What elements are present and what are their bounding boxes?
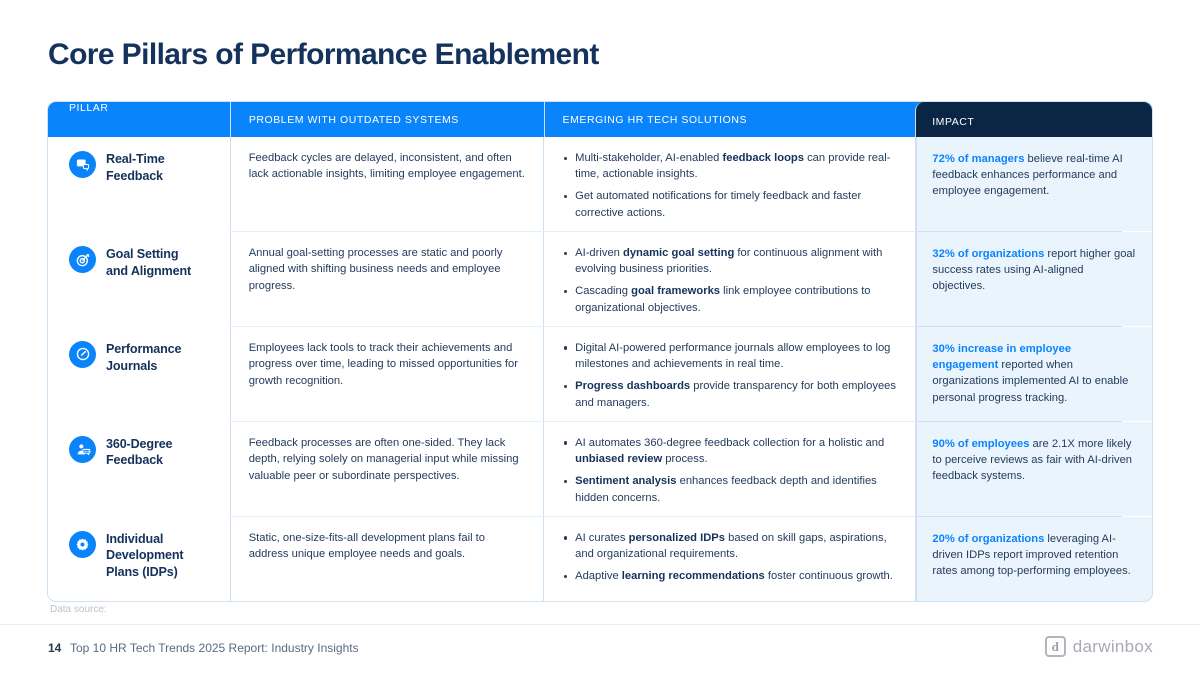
data-source-label: Data source: [50,604,107,615]
brand-logo: d darwinbox [1044,636,1153,657]
solution-item: Progress dashboards provide transparency… [562,378,899,410]
impact-row-divider [917,516,1122,517]
pillar-name: Goal Setting and Alignment [106,247,192,278]
row-divider [230,420,917,422]
column-header-problem: PROBLEM WITH OUTDATED SYSTEMS [229,102,544,137]
page-number: 14 [48,641,62,655]
table-row: Goal Setting and Alignment Annual goal-set… [48,232,1152,326]
pillars-table: PILLAR PROBLEM WITH OUTDATED SYSTEMS EME… [47,101,1153,602]
brand-name: darwinbox [1072,636,1153,656]
solutions-list: AI curates personalized IDPs based on sk… [562,530,899,585]
solutions-list: Digital AI-powered performance journals … [562,340,899,411]
solutions-list: Multi-stakeholder, AI-enabled feedback l… [562,150,899,221]
column-header-pillar: PILLAR [69,102,109,114]
solution-item: AI automates 360-degree feedback collect… [562,435,899,467]
table-body: Real-Time Feedback Feedback cycles are del… [48,137,1152,601]
pillar-cell: Performance Journals [48,327,230,421]
table-row: Individual Development Plans (IDPs) Static,… [48,516,1152,601]
pillar-name: Performance Journals [106,341,182,373]
pillar-cell: Real-Time Feedback [48,137,230,231]
impact-cell: 72% of managers believe real-time AI fee… [915,137,1152,231]
problem-cell: Static, one-size-fits-all development pl… [229,516,543,601]
problem-text: Employees lack tools to track their achi… [248,341,518,387]
impact-column-border [916,137,917,601]
problem-cell: Feedback processes are often one-sided. … [229,421,543,516]
impact-cell: 32% of organizations report higher goal … [915,232,1152,326]
solutions-cell: AI curates personalized IDPs based on sk… [543,516,915,601]
footer-divider [0,624,1200,625]
problem-text: Static, one-size-fits-all development pl… [248,531,485,561]
page-title: Core Pillars of Performance Enablement [48,38,599,71]
impact-cell: 90% of employees are 2.1X more likely to… [915,421,1152,516]
solution-item: Digital AI-powered performance journals … [562,340,899,372]
settings-gear-icon [69,530,96,558]
solutions-list: AI-driven dynamic goal setting for conti… [562,245,899,316]
solutions-cell: AI-driven dynamic goal setting for conti… [543,232,915,326]
row-divider [230,231,917,232]
problem-text: Feedback processes are often one-sided. … [248,436,519,482]
solution-item: AI curates personalized IDPs based on sk… [562,530,899,562]
solutions-cell: AI automates 360-degree feedback collect… [543,421,915,516]
solutions-list: AI automates 360-degree feedback collect… [562,435,899,506]
table-row: 360-Degree Feedback Feedback processes are… [48,421,1152,516]
solutions-cell: Multi-stakeholder, AI-enabled feedback l… [543,137,915,231]
solutions-cell: Digital AI-powered performance journals … [543,326,915,421]
chat-bubble-icon [69,151,96,178]
impact-text: 32% of organizations report higher goal … [932,248,1136,293]
feedback-group-icon [69,435,96,463]
problem-cell: Annual goal-setting processes are static… [229,232,543,326]
speedometer-icon [69,340,96,368]
row-divider [230,515,917,517]
pillar-name: Real-Time Feedback [106,152,165,183]
pillar-name: 360-Degree Feedback [106,436,173,468]
impact-row-divider [917,231,1122,232]
table-row: Performance Journals Employees lack tools … [48,326,1152,421]
impact-text: 72% of managers believe real-time AI fee… [932,153,1123,198]
solution-item: Adaptive learning recommendations foster… [562,568,899,584]
impact-text: 90% of employees are 2.1X more likely to… [932,437,1133,483]
column-header-solutions: EMERGING HR TECH SOLUTIONS [543,102,917,137]
problem-text: Feedback cycles are delayed, inconsisten… [248,152,525,181]
solution-item: Sentiment analysis enhances feedback dep… [562,473,899,505]
table-row: Real-Time Feedback Feedback cycles are del… [48,137,1152,231]
impact-cell: 20% of organizations leveraging AI-drive… [915,516,1152,601]
impact-row-divider [917,421,1122,422]
problem-cell: Employees lack tools to track their achi… [229,326,543,421]
table-header-row: PILLAR PROBLEM WITH OUTDATED SYSTEMS EME… [48,102,1152,137]
impact-text: 30% increase in employee engagement repo… [932,342,1129,404]
pillar-cell: Goal Setting and Alignment [48,232,230,326]
impact-row-divider [917,326,1122,327]
target-goal-icon [69,246,96,273]
problem-text: Annual goal-setting processes are static… [248,247,503,292]
footer-report-title: Top 10 HR Tech Trends 2025 Report: Indus… [70,641,359,655]
problem-cell: Feedback cycles are delayed, inconsisten… [229,137,543,231]
impact-text: 20% of organizations leveraging AI-drive… [932,532,1131,578]
pillar-cell: Individual Development Plans (IDPs) [48,517,230,601]
darwinbox-mark-icon: d [1044,636,1066,657]
solution-item: Get automated notifications for timely f… [562,188,899,220]
row-divider [230,325,917,327]
impact-cell: 30% increase in employee engagement repo… [915,326,1152,421]
column-header-impact: IMPACT [915,102,1152,137]
solution-item: Multi-stakeholder, AI-enabled feedback l… [562,150,899,182]
solution-item: Cascading goal frameworks link employee … [562,283,899,315]
solution-item: AI-driven dynamic goal setting for conti… [562,245,899,277]
pillar-name: Individual Development Plans (IDPs) [106,531,184,580]
pillar-cell: 360-Degree Feedback [48,422,230,516]
